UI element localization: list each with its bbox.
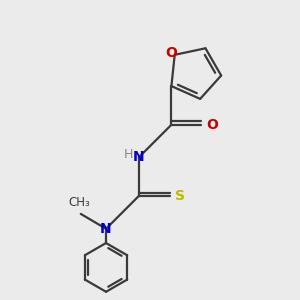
- Text: N: N: [100, 222, 112, 236]
- Text: O: O: [206, 118, 218, 132]
- Text: CH₃: CH₃: [68, 196, 90, 209]
- Text: N: N: [133, 150, 145, 164]
- Text: O: O: [165, 46, 177, 60]
- Text: S: S: [175, 189, 185, 203]
- Text: H: H: [124, 148, 133, 161]
